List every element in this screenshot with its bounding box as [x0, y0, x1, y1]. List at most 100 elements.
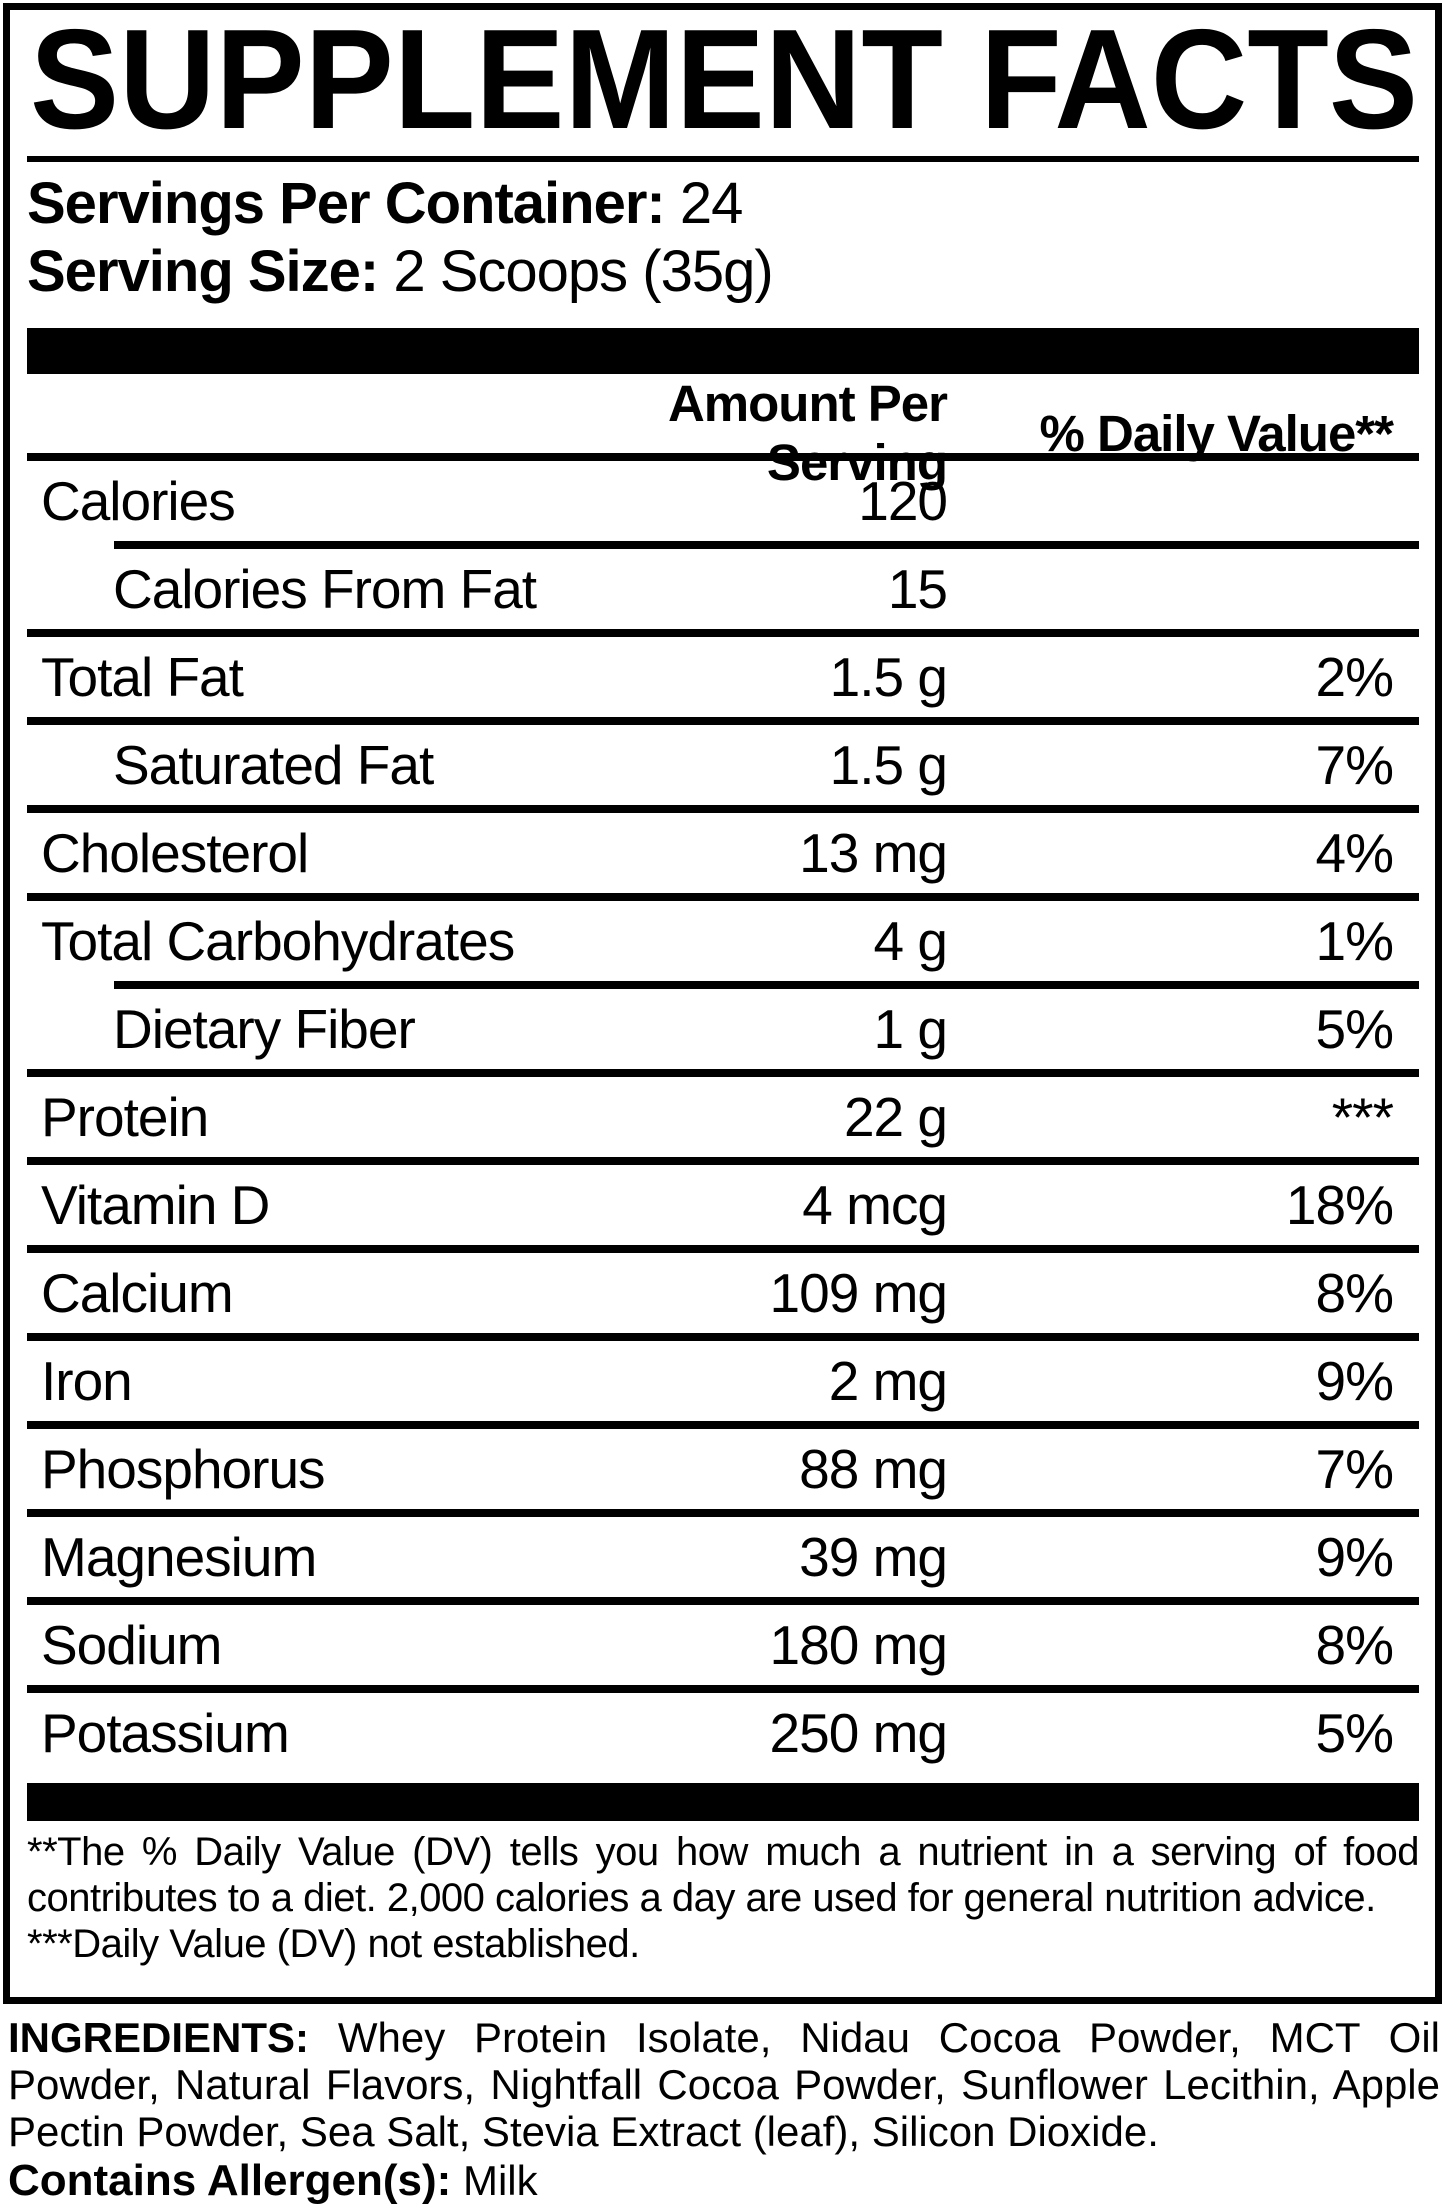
- row-separator-rule: [27, 1685, 1419, 1693]
- row-separator-rule: [27, 1421, 1419, 1429]
- panel-content: Servings Per Container: 24 Serving Size:…: [27, 156, 1420, 1967]
- nutrient-amount: 15: [887, 558, 948, 620]
- nutrient-name: Total Carbohydrates: [41, 910, 515, 972]
- nutrient-daily-value: 8%: [1315, 1614, 1395, 1676]
- nutrient-amount: 180 mg: [769, 1614, 948, 1676]
- serving-size-value: 2 Scoops (35g): [393, 239, 773, 304]
- nutrient-amount: 4 g: [873, 910, 948, 972]
- nutrient-daily-value: ***: [1331, 1086, 1394, 1148]
- row-separator-rule: [27, 805, 1419, 813]
- nutrient-table: Calories 120 Calories From Fat 15 Total …: [27, 461, 1419, 1773]
- nutrient-daily-value: 5%: [1315, 1702, 1395, 1764]
- daily-value-footnote: **The % Daily Value (DV) tells you how m…: [27, 1830, 1420, 1920]
- nutrient-name: Potassium: [41, 1702, 290, 1764]
- nutrient-name: Total Fat: [41, 646, 244, 708]
- allergen-line: Contains Allergen(s): Milk: [8, 2157, 1440, 2204]
- nutrient-row: Cholesterol 13 mg 4%: [27, 813, 1419, 893]
- nutrient-name: Calcium: [41, 1262, 234, 1324]
- ingredients-paragraph: INGREDIENTS: Whey Protein Isolate, Nidau…: [8, 2014, 1440, 2155]
- nutrient-row: Calories 120: [27, 461, 1419, 541]
- servings-per-container-line: Servings Per Container: 24: [27, 170, 1419, 238]
- supplement-facts-panel: SUPPLEMENT FACTS Servings Per Container:…: [3, 3, 1442, 2004]
- header-daily-value: % Daily Value**: [1039, 404, 1394, 462]
- nutrient-row: Potassium 250 mg 5%: [27, 1693, 1419, 1773]
- nutrient-name: Cholesterol: [41, 822, 309, 884]
- nutrient-daily-value: 7%: [1315, 734, 1395, 796]
- footnotes: **The % Daily Value (DV) tells you how m…: [27, 1829, 1420, 1967]
- nutrient-daily-value: 2%: [1315, 646, 1395, 708]
- nutrient-row: Calcium 109 mg 8%: [27, 1253, 1419, 1333]
- row-separator-rule: [27, 1509, 1419, 1517]
- nutrient-row: Total Carbohydrates 4 g 1%: [27, 901, 1419, 981]
- serving-info: Servings Per Container: 24 Serving Size:…: [27, 170, 1419, 306]
- nutrient-daily-value: 9%: [1315, 1350, 1395, 1412]
- not-established-footnote: ***Daily Value (DV) not established.: [27, 1922, 640, 1966]
- allergen-label: Contains Allergen(s):: [8, 2156, 452, 2205]
- nutrient-amount: 13 mg: [799, 822, 948, 884]
- row-separator-rule: [27, 893, 1419, 901]
- row-separator-rule: [27, 1597, 1419, 1605]
- row-separator-rule: [27, 717, 1419, 725]
- serving-size-label: Serving Size:: [27, 239, 379, 304]
- nutrient-name: Calories From Fat: [113, 558, 537, 620]
- nutrient-row: Saturated Fat 1.5 g 7%: [27, 725, 1419, 805]
- divider-bar-bottom: [27, 1783, 1419, 1821]
- nutrient-amount: 22 g: [843, 1086, 948, 1148]
- nutrient-amount: 120: [858, 470, 948, 532]
- nutrient-row: Vitamin D 4 mcg 18%: [27, 1165, 1419, 1245]
- nutrient-daily-value: 4%: [1315, 822, 1395, 884]
- nutrient-daily-value: 1%: [1315, 910, 1395, 972]
- header-amount-per-serving: Amount Per Serving: [667, 375, 948, 491]
- title-divider-rule: [27, 156, 1419, 162]
- ingredients-list: Whey Protein Isolate, Nidau Cocoa Powder…: [8, 2014, 1440, 2155]
- nutrient-amount: 1.5 g: [829, 646, 948, 708]
- nutrient-daily-value: 8%: [1315, 1262, 1395, 1324]
- serving-size-line: Serving Size: 2 Scoops (35g): [27, 238, 1419, 306]
- nutrient-name: Saturated Fat: [113, 734, 434, 796]
- row-separator-rule: [114, 541, 1419, 549]
- nutrient-daily-value: 9%: [1315, 1526, 1395, 1588]
- nutrient-daily-value: 5%: [1315, 998, 1395, 1060]
- nutrient-name: Dietary Fiber: [113, 998, 416, 1060]
- row-separator-rule: [27, 629, 1419, 637]
- panel-title: SUPPLEMENT FACTS: [30, 24, 1418, 136]
- nutrient-row: Total Fat 1.5 g 2%: [27, 637, 1419, 717]
- panel-title-graphic: SUPPLEMENT FACTS: [30, 24, 1418, 136]
- nutrient-daily-value: 7%: [1315, 1438, 1395, 1500]
- nutrient-name: Iron: [41, 1350, 133, 1412]
- nutrient-row: Magnesium 39 mg 9%: [27, 1517, 1419, 1597]
- nutrient-daily-value: 18%: [1285, 1174, 1394, 1236]
- nutrient-row: Sodium 180 mg 8%: [27, 1605, 1419, 1685]
- nutrient-amount: 39 mg: [799, 1526, 948, 1588]
- nutrient-amount: 2 mg: [828, 1350, 948, 1412]
- nutrient-name: Vitamin D: [41, 1174, 270, 1236]
- divider-bar-top: [27, 328, 1419, 374]
- nutrient-name: Sodium: [41, 1614, 222, 1676]
- row-separator-rule: [27, 1157, 1419, 1165]
- row-separator-rule: [114, 981, 1419, 989]
- nutrient-amount: 1.5 g: [829, 734, 948, 796]
- nutrient-row: Iron 2 mg 9%: [27, 1341, 1419, 1421]
- row-separator-rule: [27, 1333, 1419, 1341]
- table-header-row: Amount Per Serving % Daily Value**: [27, 374, 1419, 491]
- nutrient-name: Phosphorus: [41, 1438, 326, 1500]
- nutrient-amount: 88 mg: [799, 1438, 948, 1500]
- nutrient-row: Protein 22 g ***: [27, 1077, 1419, 1157]
- nutrient-name: Magnesium: [41, 1526, 317, 1588]
- nutrient-row: Dietary Fiber 1 g 5%: [27, 989, 1419, 1069]
- row-separator-rule: [27, 1069, 1419, 1077]
- nutrient-amount: 1 g: [873, 998, 948, 1060]
- nutrient-name: Protein: [41, 1086, 209, 1148]
- ingredients-label: INGREDIENTS:: [8, 2014, 310, 2061]
- ingredients-section: INGREDIENTS: Whey Protein Isolate, Nidau…: [8, 2014, 1440, 2204]
- nutrient-name: Calories: [41, 470, 236, 532]
- nutrient-amount: 250 mg: [769, 1702, 948, 1764]
- nutrient-amount: 4 mcg: [802, 1174, 948, 1236]
- nutrient-amount: 109 mg: [769, 1262, 948, 1324]
- allergen-value: Milk: [451, 2157, 538, 2204]
- servings-per-container-value: 24: [679, 171, 744, 236]
- servings-per-container-label: Servings Per Container:: [27, 171, 666, 236]
- nutrient-row: Phosphorus 88 mg 7%: [27, 1429, 1419, 1509]
- row-separator-rule: [27, 1245, 1419, 1253]
